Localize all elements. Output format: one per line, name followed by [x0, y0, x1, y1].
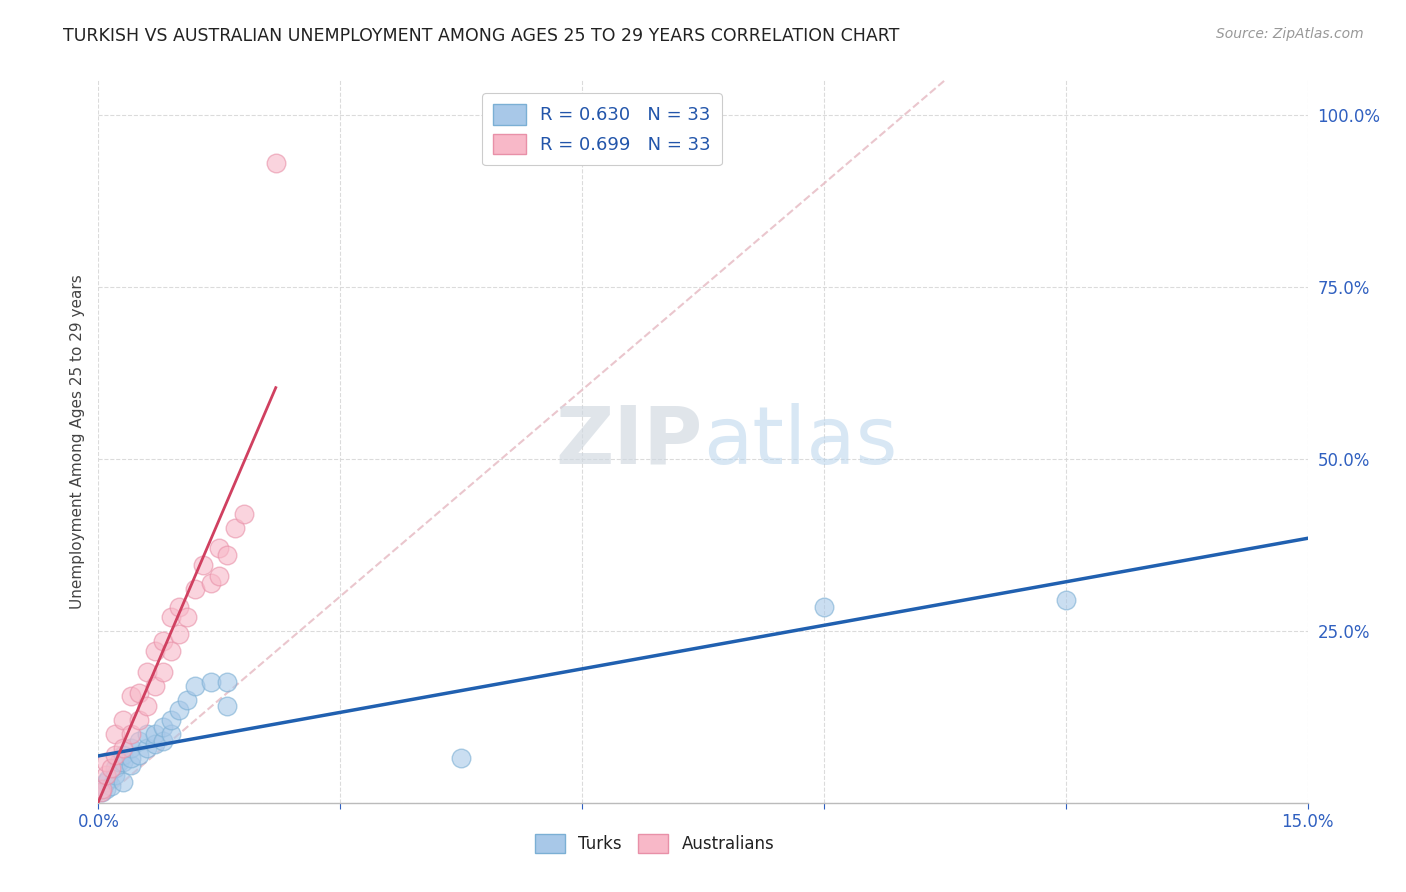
Point — [91, 782, 114, 797]
Point — [200, 575, 222, 590]
Point — [232, 507, 254, 521]
Point — [111, 775, 134, 789]
Text: TURKISH VS AUSTRALIAN UNEMPLOYMENT AMONG AGES 25 TO 29 YEARS CORRELATION CHART: TURKISH VS AUSTRALIAN UNEMPLOYMENT AMONG… — [63, 27, 900, 45]
Point — [217, 699, 239, 714]
Point — [100, 761, 122, 775]
Point — [176, 610, 198, 624]
Point — [96, 775, 118, 789]
Point — [96, 768, 118, 782]
Point — [120, 689, 142, 703]
Point — [208, 541, 231, 556]
Legend: Turks, Australians: Turks, Australians — [529, 827, 782, 860]
Point — [813, 599, 835, 614]
Point — [91, 785, 114, 799]
Point — [128, 686, 150, 700]
Text: Source: ZipAtlas.com: Source: ZipAtlas.com — [1216, 27, 1364, 41]
Point — [152, 665, 174, 679]
Point — [100, 779, 122, 793]
Point — [103, 747, 125, 762]
Point — [135, 740, 157, 755]
Point — [97, 772, 120, 786]
Point — [152, 720, 174, 734]
Point — [200, 675, 222, 690]
Point — [96, 755, 118, 769]
Point — [135, 727, 157, 741]
Point — [167, 627, 190, 641]
Point — [111, 740, 134, 755]
Point — [111, 713, 134, 727]
Point — [143, 737, 166, 751]
Point — [143, 679, 166, 693]
Point — [111, 747, 134, 762]
Point — [120, 751, 142, 765]
Text: atlas: atlas — [703, 402, 897, 481]
Point — [103, 768, 125, 782]
Text: ZIP: ZIP — [555, 402, 703, 481]
Point — [224, 520, 246, 534]
Point — [160, 713, 183, 727]
Point — [160, 610, 183, 624]
Point — [217, 675, 239, 690]
Point — [184, 582, 207, 597]
Point — [135, 665, 157, 679]
Point — [160, 727, 183, 741]
Point — [184, 679, 207, 693]
Point — [107, 755, 129, 769]
Point — [264, 156, 287, 170]
Point — [103, 727, 125, 741]
Point — [128, 713, 150, 727]
Point — [193, 558, 215, 573]
Point — [217, 548, 239, 562]
Point — [143, 727, 166, 741]
Point — [167, 703, 190, 717]
Point — [152, 634, 174, 648]
Point — [111, 755, 134, 769]
Point — [90, 785, 112, 799]
Point — [128, 734, 150, 748]
Point — [96, 782, 118, 797]
Point — [143, 644, 166, 658]
Point — [208, 568, 231, 582]
Point — [152, 734, 174, 748]
Point — [135, 699, 157, 714]
Point — [128, 747, 150, 762]
Point — [120, 727, 142, 741]
Point — [120, 758, 142, 772]
Point — [450, 751, 472, 765]
Point — [160, 644, 183, 658]
Y-axis label: Unemployment Among Ages 25 to 29 years: Unemployment Among Ages 25 to 29 years — [69, 274, 84, 609]
Point — [176, 692, 198, 706]
Point — [1054, 592, 1077, 607]
Point — [103, 761, 125, 775]
Point — [120, 740, 142, 755]
Point — [167, 599, 190, 614]
